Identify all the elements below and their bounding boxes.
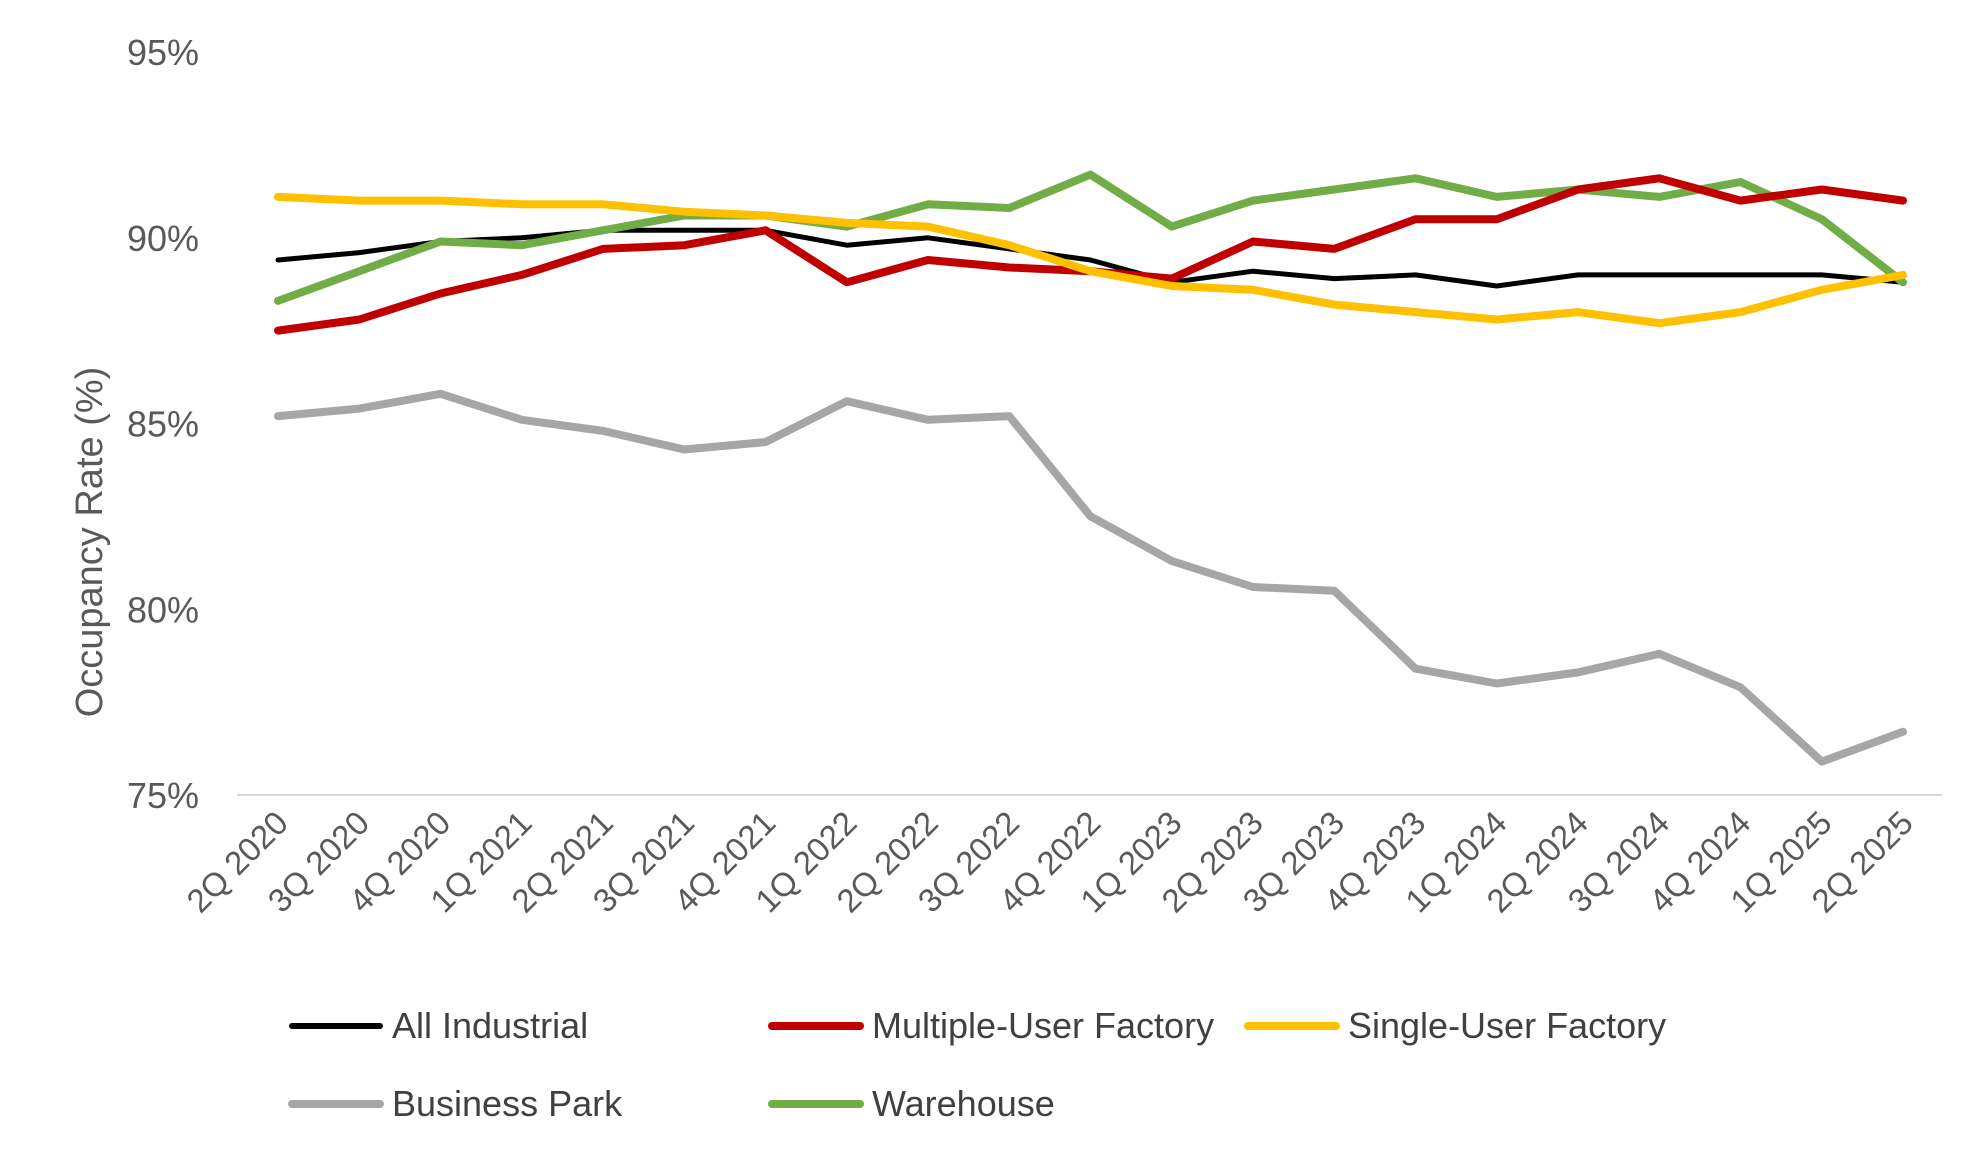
legend: All Industrial Multiple-User Factory Singl… — [288, 1005, 1666, 1124]
y-tick-label: 85% — [127, 404, 199, 445]
legend-label: Single-User Factory — [1348, 1005, 1666, 1046]
series-line-business-park — [274, 389, 1907, 766]
legend-item-all-industrial: All Industrial — [289, 1005, 588, 1046]
y-tick-label: 75% — [127, 775, 199, 816]
series-lines — [274, 170, 1907, 766]
legend-item-single-user-factory: Single-User Factory — [1244, 1005, 1666, 1046]
y-tick-label: 80% — [127, 589, 199, 630]
series-line-single-user-factory — [274, 192, 1907, 328]
y-axis-ticks: 75% 80% 85% 90% 95% — [127, 32, 199, 816]
series-line-all-industrial — [275, 227, 1906, 289]
y-tick-label: 95% — [127, 32, 199, 73]
legend-label: Business Park — [392, 1083, 623, 1124]
legend-item-warehouse: Warehouse — [768, 1083, 1055, 1124]
legend-label: All Industrial — [392, 1005, 588, 1046]
y-axis-title: Occupancy Rate (%) — [69, 367, 111, 718]
series-line-warehouse — [274, 170, 1907, 305]
legend-item-business-park: Business Park — [288, 1083, 623, 1124]
legend-item-multiple-user-factory: Multiple-User Factory — [768, 1005, 1214, 1046]
legend-label: Multiple-User Factory — [872, 1005, 1214, 1046]
legend-label: Warehouse — [872, 1083, 1055, 1124]
y-tick-label: 90% — [127, 218, 199, 259]
